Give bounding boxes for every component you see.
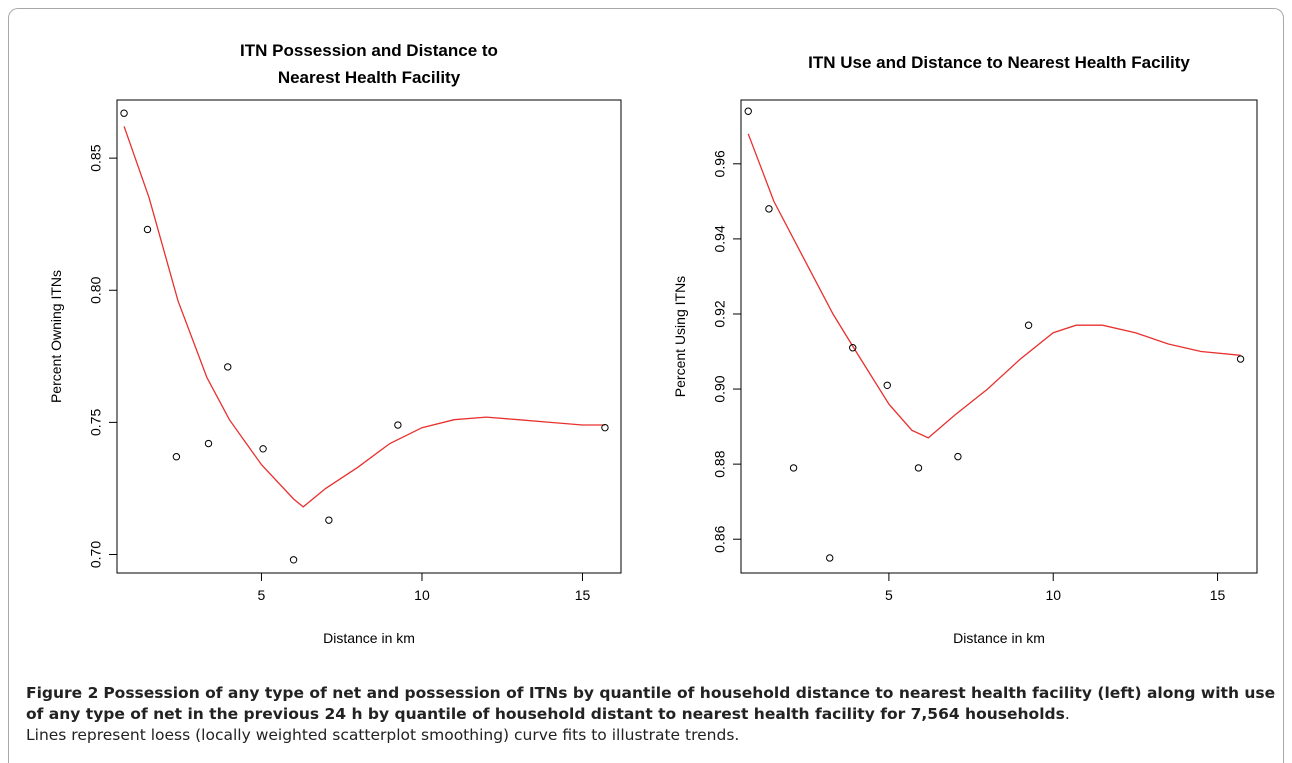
- data-point: [766, 206, 772, 212]
- data-point: [1025, 322, 1031, 328]
- data-point: [955, 453, 961, 459]
- data-point: [827, 555, 833, 561]
- loess-curve: [748, 134, 1240, 438]
- data-point: [1237, 356, 1243, 362]
- figure-caption-period: .: [1065, 705, 1070, 723]
- plot-area: [117, 100, 621, 573]
- x-tick-label: 15: [1210, 587, 1226, 603]
- x-tick-label: 10: [414, 587, 430, 603]
- data-point: [205, 440, 211, 446]
- chart-panel-right: ITN Use and Distance to Nearest Health F…: [646, 8, 1292, 663]
- data-point: [225, 364, 231, 370]
- data-point: [144, 226, 150, 232]
- figure-caption: Figure 2 Possession of any type of net a…: [26, 683, 1281, 746]
- y-tick-label: 0.85: [88, 144, 104, 171]
- y-tick-label: 0.96: [712, 150, 728, 177]
- y-tick-label: 0.94: [712, 225, 728, 252]
- data-point: [790, 465, 796, 471]
- data-point: [745, 108, 751, 114]
- chart-title-line: ITN Possession and Distance to: [240, 41, 498, 60]
- y-tick-label: 0.92: [712, 300, 728, 327]
- chart-left: ITN Possession and Distance to Nearest He…: [0, 8, 646, 663]
- y-tick-label: 0.75: [88, 409, 104, 436]
- data-point: [884, 382, 890, 388]
- figure-caption-note: Lines represent loess (locally weighted …: [26, 726, 739, 744]
- data-point: [290, 557, 296, 563]
- data-point: [260, 446, 266, 452]
- chart-title-line: ITN Use and Distance to Nearest Health F…: [808, 53, 1190, 72]
- chart-right: ITN Use and Distance to Nearest Health F…: [646, 8, 1292, 663]
- data-point: [121, 110, 127, 116]
- y-tick-label: 0.80: [88, 276, 104, 303]
- y-axis-label: Percent Owning ITNs: [48, 270, 64, 403]
- x-tick-label: 15: [575, 587, 591, 603]
- x-tick-label: 10: [1045, 587, 1061, 603]
- x-tick-label: 5: [258, 587, 266, 603]
- x-axis-label: Distance in km: [953, 630, 1045, 646]
- figure-label: Figure 2: [26, 684, 98, 702]
- chart-title-line: Nearest Health Facility: [278, 68, 461, 87]
- x-axis-label: Distance in km: [323, 630, 415, 646]
- y-tick-label: 0.70: [88, 541, 104, 568]
- data-point: [915, 465, 921, 471]
- y-tick-label: 0.88: [712, 450, 728, 477]
- loess-curve: [124, 126, 605, 507]
- plot-area: [741, 100, 1257, 573]
- data-point: [395, 422, 401, 428]
- chart-panel-left: ITN Possession and Distance to Nearest He…: [0, 8, 646, 663]
- y-tick-label: 0.90: [712, 375, 728, 402]
- figure-caption-title: Possession of any type of net and posses…: [26, 684, 1275, 723]
- x-tick-label: 5: [885, 587, 893, 603]
- data-point: [173, 454, 179, 460]
- data-point: [602, 424, 608, 430]
- data-point: [326, 517, 332, 523]
- y-axis-label: Percent Using ITNs: [672, 276, 688, 397]
- y-tick-label: 0.86: [712, 525, 728, 552]
